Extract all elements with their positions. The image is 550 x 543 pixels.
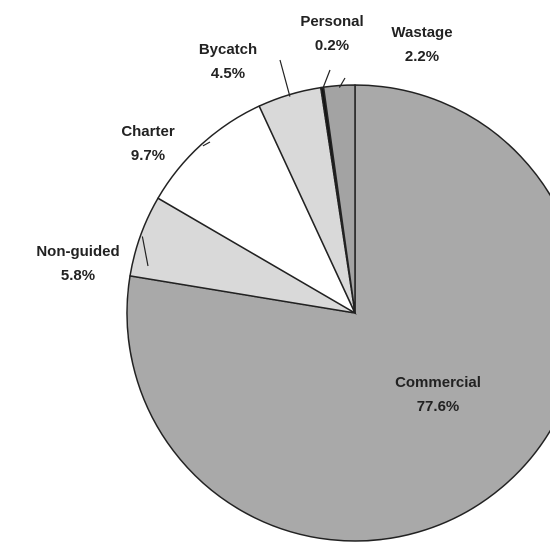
slice-label: Charter [121,123,175,140]
slice-label: Bycatch [199,41,257,58]
slice-value-label: 77.6% [417,398,460,415]
slice-value-label: 4.5% [211,65,245,82]
slice-label: Non-guided [36,243,119,260]
slice-value-label: 5.8% [61,267,95,284]
pie-slice [126,84,550,542]
slice-label: Commercial [395,374,481,391]
leader-line [279,59,291,97]
pie-slice [156,105,357,315]
leader-line [202,141,211,147]
slice-value-label: 2.2% [405,48,439,65]
leader-line [141,236,149,267]
slice-value-label: 9.7% [131,147,165,164]
leader-line [338,77,346,88]
leader-line [321,69,331,90]
pie-slice [322,84,356,314]
slice-label: Wastage [391,24,452,41]
slice-label: Personal [300,13,363,30]
slice-value-label: 0.2% [315,37,349,54]
